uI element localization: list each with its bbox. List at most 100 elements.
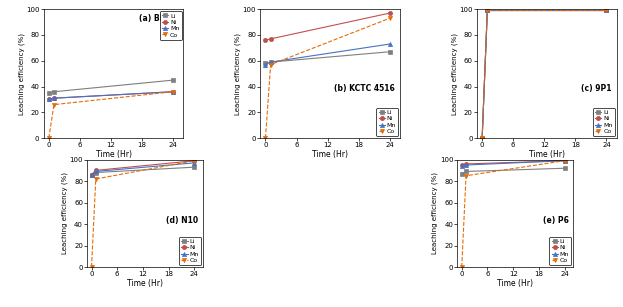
Line: Mn: Mn [480,8,609,140]
Co [561,159,568,162]
Li [191,165,198,169]
Li [386,50,394,54]
Line: Ni: Ni [90,159,196,177]
Co [602,9,610,12]
Ni [88,173,95,177]
X-axis label: Time (Hr): Time (Hr) [529,150,565,159]
Li [478,136,486,140]
Co [267,63,274,67]
Co [169,90,177,94]
Co [50,103,58,107]
Li [262,61,269,65]
Line: Li: Li [47,78,175,95]
Ni [458,163,465,167]
Co [262,136,269,140]
Legend: Li, Ni, Mn, Co: Li, Ni, Mn, Co [593,107,615,136]
Mn [602,9,610,12]
X-axis label: Time (Hr): Time (Hr) [95,150,131,159]
Co [88,265,95,269]
Ni [92,169,100,172]
X-axis label: Time (Hr): Time (Hr) [497,279,533,288]
Line: Ni: Ni [460,159,567,167]
Y-axis label: Leaching efficiency (%): Leaching efficiency (%) [62,172,68,255]
Line: Mn: Mn [47,90,175,102]
Ni [169,90,177,94]
Line: Co: Co [460,159,567,269]
Line: Co: Co [47,90,175,140]
Line: Li: Li [90,165,196,177]
Li [462,169,470,173]
Text: (a) Blank: (a) Blank [139,14,178,23]
Ni [262,38,269,42]
Li [88,173,95,177]
Legend: Li, Ni, Mn, Co: Li, Ni, Mn, Co [376,107,398,136]
X-axis label: Time (Hr): Time (Hr) [312,150,348,159]
Mn [458,164,465,168]
Ni [267,37,274,41]
Line: Mn: Mn [264,42,392,67]
Legend: Li, Ni, Mn, Co: Li, Ni, Mn, Co [159,11,181,40]
Mn [386,42,394,46]
X-axis label: Time (Hr): Time (Hr) [127,279,163,288]
Mn [561,159,568,162]
Y-axis label: Leaching efficiency (%): Leaching efficiency (%) [452,33,458,115]
Co [92,177,100,181]
Co [191,159,198,162]
Mn [169,90,177,94]
Ni [386,11,394,15]
Li [561,166,568,170]
Mn [478,136,486,140]
Li [267,60,274,64]
Ni [561,159,568,162]
Text: (d) N10: (d) N10 [166,216,198,224]
Legend: Li, Ni, Mn, Co: Li, Ni, Mn, Co [549,236,571,265]
Mn [267,60,274,64]
Line: Ni: Ni [480,8,609,140]
Co [478,136,486,140]
Mn [483,9,491,12]
Ni [45,98,52,101]
Co [458,265,465,269]
Mn [92,169,100,173]
Ni [478,136,486,140]
Text: (c) 9P1: (c) 9P1 [581,84,611,93]
Line: Li: Li [480,8,609,140]
Line: Mn: Mn [460,159,567,168]
Line: Li: Li [264,50,392,65]
Mn [45,98,52,101]
Text: (b) KCTC 4516: (b) KCTC 4516 [334,84,394,93]
Line: Ni: Ni [47,90,175,102]
Co [462,174,470,177]
Line: Co: Co [264,16,392,140]
Li [602,9,610,12]
Y-axis label: Leaching efficiency (%): Leaching efficiency (%) [235,33,241,115]
Co [386,16,394,20]
Line: Ni: Ni [264,11,392,42]
Line: Co: Co [480,8,609,140]
Mn [262,63,269,67]
Li [45,91,52,95]
Line: Co: Co [90,159,196,269]
Y-axis label: Leaching efficiency (%): Leaching efficiency (%) [18,33,24,115]
Line: Mn: Mn [90,161,196,177]
Ni [191,159,198,162]
Li [458,172,465,175]
Mn [462,163,470,167]
Li [169,78,177,82]
Co [45,136,52,140]
Ni [50,96,58,100]
Li [483,9,491,12]
Ni [483,9,491,12]
Mn [88,173,95,177]
Text: (e) P6: (e) P6 [543,216,569,224]
Ni [602,9,610,12]
Mn [191,161,198,165]
Ni [462,162,470,166]
Line: Li: Li [460,166,567,176]
Y-axis label: Leaching efficiency (%): Leaching efficiency (%) [432,172,439,255]
Mn [50,96,58,100]
Li [50,90,58,94]
Legend: Li, Ni, Mn, Co: Li, Ni, Mn, Co [179,236,201,265]
Co [483,9,491,12]
Li [92,171,100,174]
